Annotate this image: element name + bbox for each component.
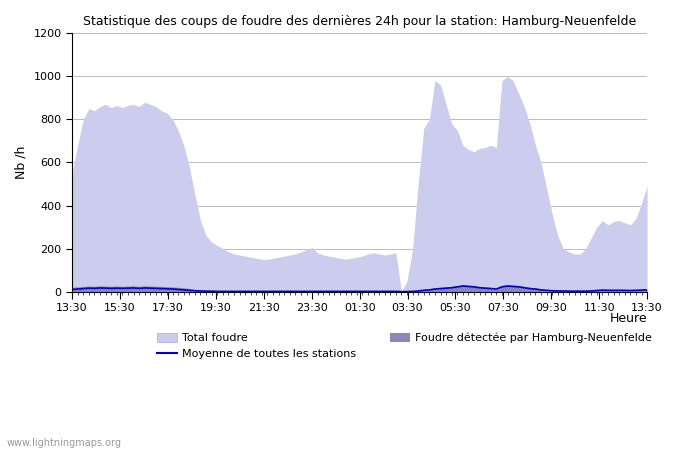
Text: www.lightningmaps.org: www.lightningmaps.org bbox=[7, 438, 122, 448]
Y-axis label: Nb /h: Nb /h bbox=[15, 146, 28, 179]
Text: Heure: Heure bbox=[610, 312, 647, 325]
Legend: Total foudre, Moyenne de toutes les stations, Foudre détectée par Hamburg-Neuenf: Total foudre, Moyenne de toutes les stat… bbox=[153, 328, 657, 364]
Title: Statistique des coups de foudre des dernières 24h pour la station: Hamburg-Neuen: Statistique des coups de foudre des dern… bbox=[83, 15, 636, 28]
